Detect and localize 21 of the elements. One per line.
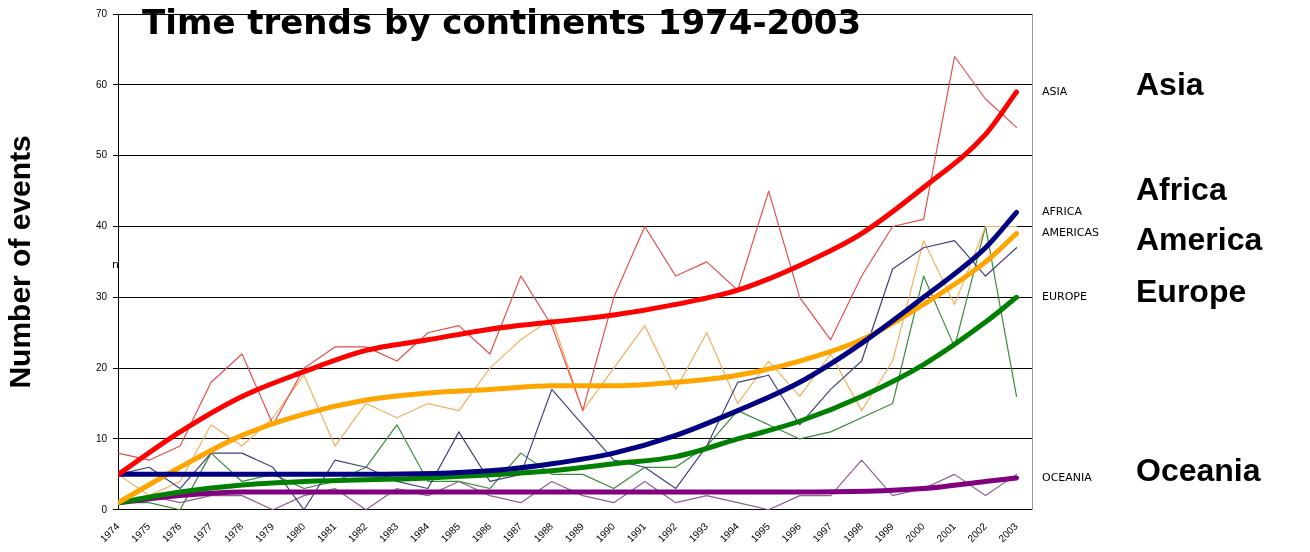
y-tick-label: 0 bbox=[101, 503, 108, 515]
text: AFRICA bbox=[1042, 205, 1083, 219]
text: Africa bbox=[1136, 170, 1227, 207]
text: Europe bbox=[1136, 272, 1247, 309]
y-tick-label: 20 bbox=[96, 361, 108, 373]
y-tick-label: 50 bbox=[96, 149, 108, 161]
y-tick-label: 30 bbox=[96, 291, 108, 303]
y-tick-label: 60 bbox=[96, 78, 108, 90]
annotation: n bbox=[112, 258, 119, 271]
text: OCEANIA bbox=[1042, 470, 1093, 484]
text: EUROPE bbox=[1042, 290, 1087, 304]
y-axis-title: Number of events bbox=[3, 135, 37, 389]
y-tick-label: 70 bbox=[96, 7, 108, 19]
chart-title: Time trends by continents 1974-2003 bbox=[142, 1, 862, 42]
y-tick-label: 10 bbox=[96, 432, 108, 444]
text: America bbox=[1136, 220, 1263, 257]
y-tick-label: 40 bbox=[96, 220, 108, 232]
text: AMERICAS bbox=[1042, 226, 1100, 240]
text: ASIA bbox=[1042, 84, 1068, 98]
text: Oceania bbox=[1136, 451, 1261, 488]
text: Asia bbox=[1136, 65, 1204, 102]
